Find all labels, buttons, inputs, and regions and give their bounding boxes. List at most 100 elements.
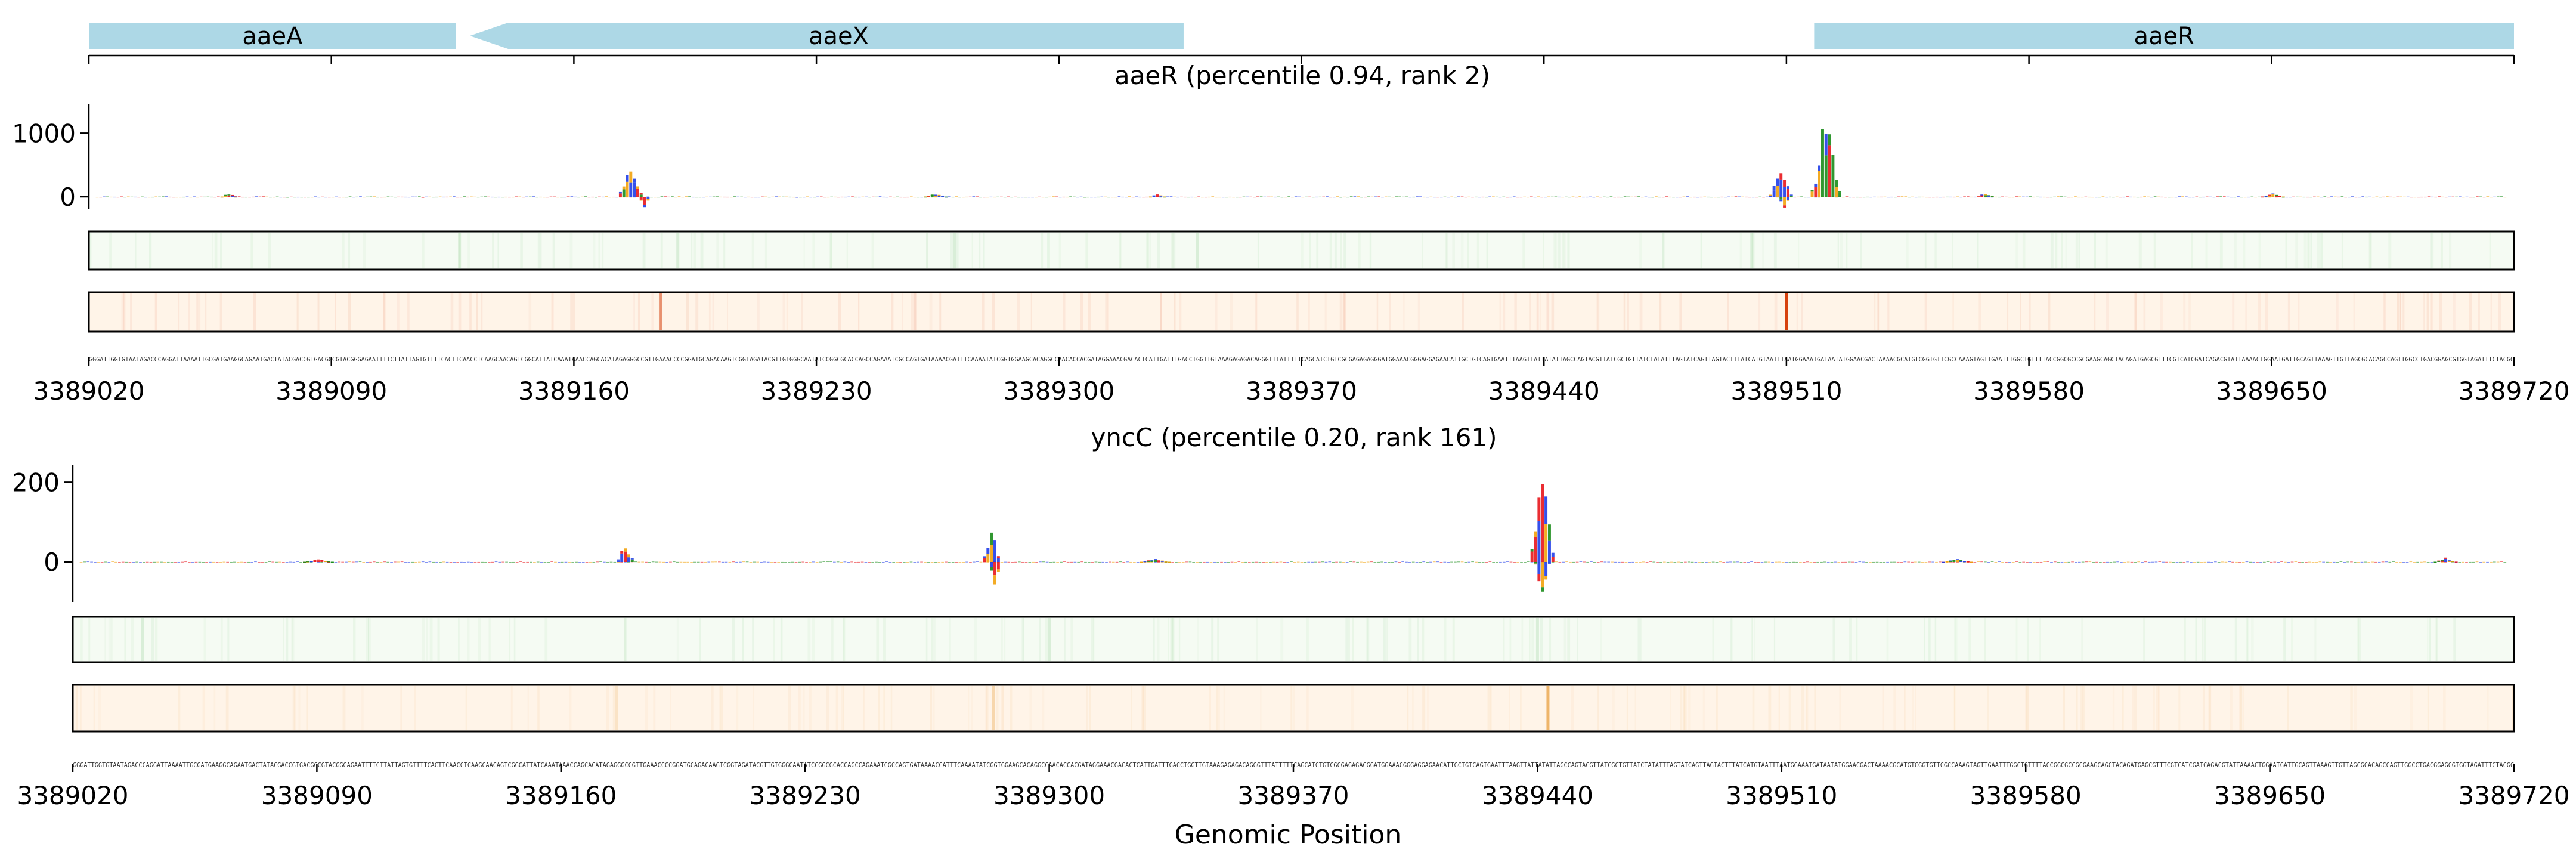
strip-texture	[1352, 618, 1354, 661]
logo-bar-T	[1967, 196, 1970, 197]
logo-bar-T	[596, 561, 599, 563]
logo-bar-G	[2235, 561, 2238, 563]
y-tick-label: 1000	[12, 119, 76, 148]
logo-bar-C	[1353, 196, 1357, 197]
logo-bar-A	[299, 562, 302, 563]
logo-peak-letter-A	[2441, 560, 2444, 561]
strip-texture	[883, 686, 886, 730]
logo-peak-letter-A	[303, 561, 306, 563]
logo-bar-G	[1000, 562, 1004, 563]
strip-texture	[1555, 233, 1558, 268]
strip-texture	[1597, 686, 1599, 730]
logo-peak-letter-C	[1959, 560, 1963, 562]
logo-bar-C	[917, 561, 920, 563]
logo-bar-A	[386, 561, 390, 563]
strip-texture	[992, 293, 995, 330]
logo-peak-letter-A	[930, 194, 934, 196]
strip-texture	[2015, 618, 2018, 661]
logo-bar-C	[812, 561, 815, 563]
strip-texture	[1460, 233, 1464, 268]
strip-texture	[1499, 293, 1501, 330]
logo-bar-A	[2301, 562, 2304, 563]
logo-peak-letter-C	[986, 548, 990, 554]
logo-bar-G	[1924, 562, 1928, 563]
strip-texture	[803, 233, 805, 268]
logo-peak-letter-G	[1776, 186, 1779, 197]
x-axis-aaer: GGGATTGGTGTAATAGACCCAGGATTAAAATTGCGATGAA…	[33, 356, 2569, 406]
logo-peak-letter-C	[1786, 197, 1789, 200]
logo-bar-G	[2057, 196, 2060, 197]
logo-bar-T	[1202, 561, 1206, 563]
logo-peak-letter-C	[2447, 560, 2451, 561]
logo-peak-letter-A	[1547, 524, 1551, 541]
logo-bar-C	[2277, 562, 2280, 563]
logo-peak-letter-C	[1814, 183, 1818, 187]
strip-texture	[2205, 233, 2208, 268]
logo-bar-C	[885, 561, 888, 562]
logo-bar-C	[1785, 562, 1788, 563]
logo-bar-A	[791, 561, 794, 563]
logo-bar-A	[2060, 196, 2063, 197]
strip-texture	[642, 233, 646, 268]
logo-peak-letter-A	[1150, 560, 1154, 562]
logo-bar-G	[704, 561, 707, 563]
logo-bar-G	[414, 562, 417, 563]
logo-bar-C	[795, 197, 798, 198]
gene-label-aaeA: aaeA	[242, 23, 303, 50]
strip-texture	[686, 293, 689, 330]
logo-peak-letter-T	[2278, 196, 2281, 197]
logo-peak-letter-T	[1783, 205, 1787, 208]
logo-bar-C	[425, 562, 428, 563]
logo-bar-C	[2360, 561, 2364, 563]
strip-texture	[1954, 618, 1958, 661]
logo-bar-C	[1126, 561, 1129, 563]
logo-bar-A	[1464, 562, 1467, 563]
strip-texture	[154, 293, 157, 330]
logo-bar-C	[1408, 562, 1411, 563]
strip-texture	[913, 293, 917, 330]
green-heat-strip-aaer	[88, 230, 2515, 271]
strip-texture	[2178, 686, 2181, 730]
logo-bar-A	[2134, 562, 2137, 563]
strip-texture	[809, 686, 812, 730]
logo-bar-A	[2217, 562, 2221, 563]
logo-bar-C	[1603, 561, 1607, 563]
logo-bar-A	[606, 561, 609, 563]
strip-texture	[1160, 293, 1162, 330]
logo-bar-C	[564, 561, 568, 563]
strip-mark	[676, 233, 680, 268]
logo-peak-letter-A	[1835, 180, 1838, 188]
logo-peak-letter-T	[231, 194, 234, 196]
x-tick-label: 3389580	[1973, 376, 2085, 406]
logo-bar-G	[1056, 562, 1059, 563]
logo-bar-A	[543, 562, 547, 563]
strip-texture	[2138, 233, 2142, 268]
strip-texture	[383, 293, 386, 330]
logo-peak-letter-T	[639, 197, 643, 200]
strip-texture	[1088, 293, 1091, 330]
logo-bar-G	[2462, 561, 2464, 563]
strip-texture	[1408, 618, 1412, 661]
gene-annotation-track: aaeA aaeX aaeR	[88, 23, 2515, 64]
logo-peak-letter-C	[1152, 195, 1156, 197]
logo-peak-letter-G	[220, 196, 224, 198]
strip-texture	[1119, 233, 1122, 268]
strip-texture	[1670, 686, 1671, 730]
logo-bar-A	[2113, 561, 2116, 563]
logo-bar-G	[2367, 562, 2371, 563]
logo-bar-C	[2332, 561, 2336, 563]
strip-texture	[211, 233, 213, 268]
strip-texture	[1521, 618, 1524, 661]
strip-texture	[213, 686, 216, 730]
strip-texture	[1386, 618, 1388, 661]
logo-bar-A	[2426, 562, 2430, 563]
logo-bar-T	[2270, 561, 2273, 563]
logo-bar-T	[1851, 561, 1854, 563]
logo-bar-T	[805, 562, 808, 563]
logo-bar-T	[188, 562, 191, 563]
logo-bar-T	[2001, 196, 2004, 197]
strip-texture	[2490, 293, 2492, 330]
strip-texture	[450, 293, 454, 330]
logo-peak-letter-G	[934, 195, 937, 197]
